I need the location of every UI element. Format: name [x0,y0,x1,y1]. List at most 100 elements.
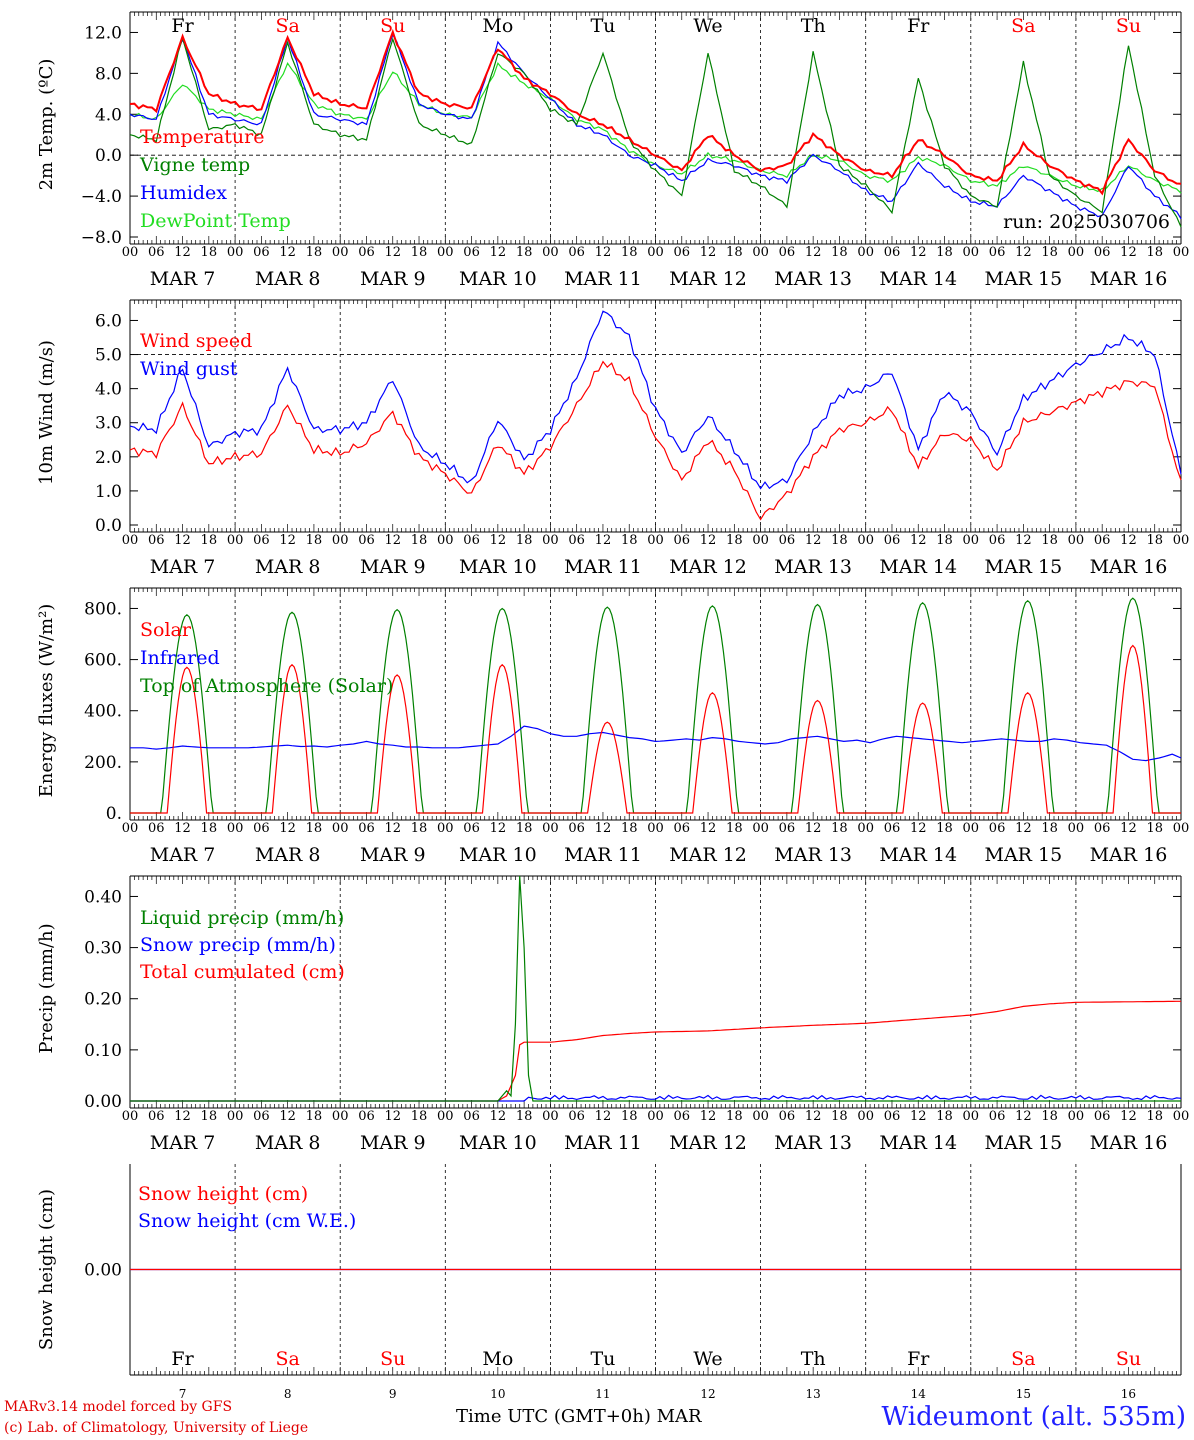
y-tick-label: 4.0 [95,105,122,125]
hour-label: 00 [647,1109,664,1124]
hour-label: 00 [857,533,874,548]
hour-label: 00 [122,821,139,836]
lab-credit: (c) Lab. of Climatology, University of L… [4,1420,309,1436]
hour-label: 06 [884,1109,901,1124]
series-line-liquid-precip-mm-h- [130,875,1181,1102]
day-number: 12 [700,1387,715,1401]
day-name: We [693,1348,722,1370]
panel-4: 0.00 0.10 0.20 0.30 0.40 Precip (mm/h) 00 06 12 1… [36,875,1189,1154]
hour-label: 18 [306,533,323,548]
hour-label: 12 [910,1109,927,1124]
day-name: Mo [482,1348,513,1370]
y-tick-label: 6.0 [95,311,122,331]
hour-label: 06 [674,1109,691,1124]
hour-label: 18 [201,821,218,836]
hour-label: 00 [1173,821,1190,836]
hour-label: 00 [437,1109,454,1124]
y-tick-label: 800. [84,599,122,619]
hour-label: 18 [1146,533,1163,548]
hour-label: 00 [227,821,244,836]
hour-label: 06 [568,1109,585,1124]
hour-label: 18 [306,245,323,260]
series-line-infrared [130,725,1182,762]
legend-entry: Temperature [140,126,264,148]
y-tick-label: 8.0 [95,64,122,84]
hour-label: 00 [1068,245,1085,260]
date-label: MAR 12 [669,844,747,866]
hour-label: 06 [674,821,691,836]
y-tick-label: 5.0 [95,346,122,366]
hour-label: 00 [1173,533,1190,548]
hour-label: 06 [568,533,585,548]
hour-label: 18 [201,533,218,548]
hour-label: 00 [857,1109,874,1124]
date-label: MAR 14 [879,268,957,290]
hour-label: 12 [279,245,296,260]
hour-label: 00 [963,533,980,548]
hour-label: 06 [989,1109,1006,1124]
hour-label: 18 [1146,821,1163,836]
hour-label: 12 [700,533,717,548]
date-label: MAR 16 [1090,844,1168,866]
x-axis-label: Time UTC (GMT+0h) MAR [456,1406,702,1427]
day-name: Sa [275,15,299,37]
hour-label: 18 [306,1109,323,1124]
date-label: MAR 16 [1090,556,1168,578]
hour-label: 18 [831,533,848,548]
hour-label: 06 [989,533,1006,548]
legend-entry: Total cumulated (cm) [140,961,345,983]
hour-label: 06 [358,245,375,260]
hour-label: 06 [1094,245,1111,260]
hour-label: 12 [490,1109,507,1124]
hour-label: 00 [752,245,769,260]
hour-label: 06 [568,821,585,836]
hour-label: 18 [726,1109,743,1124]
series-line-temperature [129,28,1182,196]
y-tick-label: 12.0 [84,23,122,43]
hour-label: 06 [989,821,1006,836]
hour-label: 12 [1120,1109,1137,1124]
hour-label: 00 [647,245,664,260]
date-label: MAR 10 [459,1132,537,1154]
y-tick-label: 4.0 [95,380,122,400]
legend-entry: Liquid precip (mm/h) [140,907,344,929]
hour-label: 06 [674,245,691,260]
date-label: MAR 9 [360,556,426,578]
date-label: MAR 16 [1090,268,1168,290]
y-tick-label: 0.20 [84,990,122,1010]
day-name: Tu [590,15,615,37]
hour-label: 18 [1041,821,1058,836]
hour-label: 12 [384,245,401,260]
hour-label: 06 [779,821,796,836]
hour-label: 06 [884,533,901,548]
hour-label: 00 [122,533,139,548]
hour-label: 12 [384,1109,401,1124]
day-name: Fr [907,15,930,37]
hour-label: 00 [332,245,349,260]
series-line-wind-speed [129,360,1182,521]
hour-label: 00 [542,533,559,548]
hour-label: 06 [463,821,480,836]
hour-label: 00 [752,821,769,836]
hour-label: 18 [726,821,743,836]
hour-label: 18 [726,533,743,548]
y-axis-label: Precip (mm/h) [36,923,57,1053]
hour-label: 06 [779,245,796,260]
day-name: Th [801,1348,826,1370]
hour-label: 00 [963,821,980,836]
day-number: 14 [911,1387,927,1401]
hour-label: 00 [1068,1109,1085,1124]
series-line-humidex [129,33,1182,220]
hour-label: 06 [148,533,165,548]
hour-label: 18 [936,245,953,260]
hour-label: 00 [542,1109,559,1124]
hour-label: 12 [174,533,191,548]
date-label: MAR 14 [879,556,957,578]
date-label: MAR 13 [774,844,852,866]
date-label: MAR 9 [360,1132,426,1154]
date-label: MAR 15 [984,1132,1062,1154]
hour-label: 18 [936,821,953,836]
hour-label: 12 [384,533,401,548]
day-name: Mo [482,15,513,37]
